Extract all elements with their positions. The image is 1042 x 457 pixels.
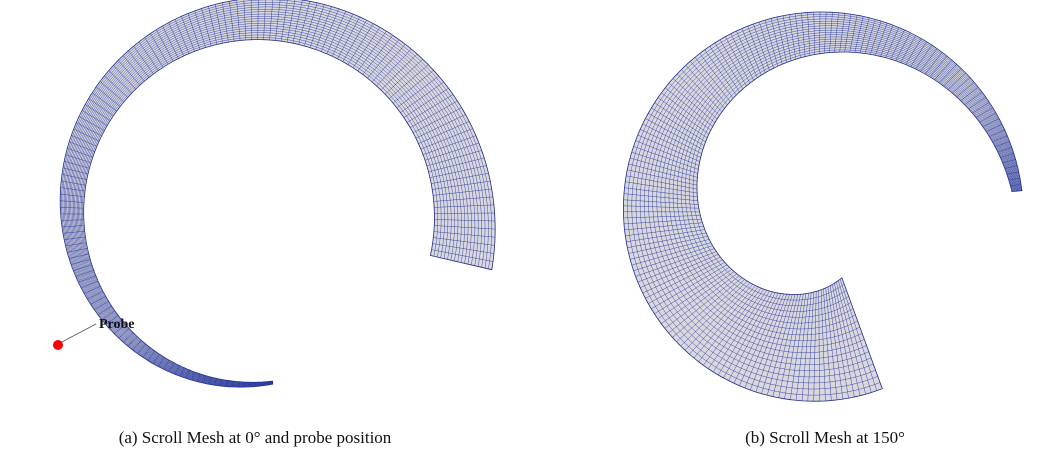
caption-a: (a) Scroll Mesh at 0° and probe position xyxy=(119,428,392,447)
mesh-fill xyxy=(623,12,1022,401)
scroll-mesh-b xyxy=(623,12,1022,401)
probe-leader xyxy=(60,324,96,343)
probe-label: Probe xyxy=(99,317,135,332)
probe-marker xyxy=(53,340,63,350)
caption-b: (b) Scroll Mesh at 150° xyxy=(745,428,905,447)
figure: Probe (a) Scroll Mesh at 0° and probe po… xyxy=(0,0,1042,457)
